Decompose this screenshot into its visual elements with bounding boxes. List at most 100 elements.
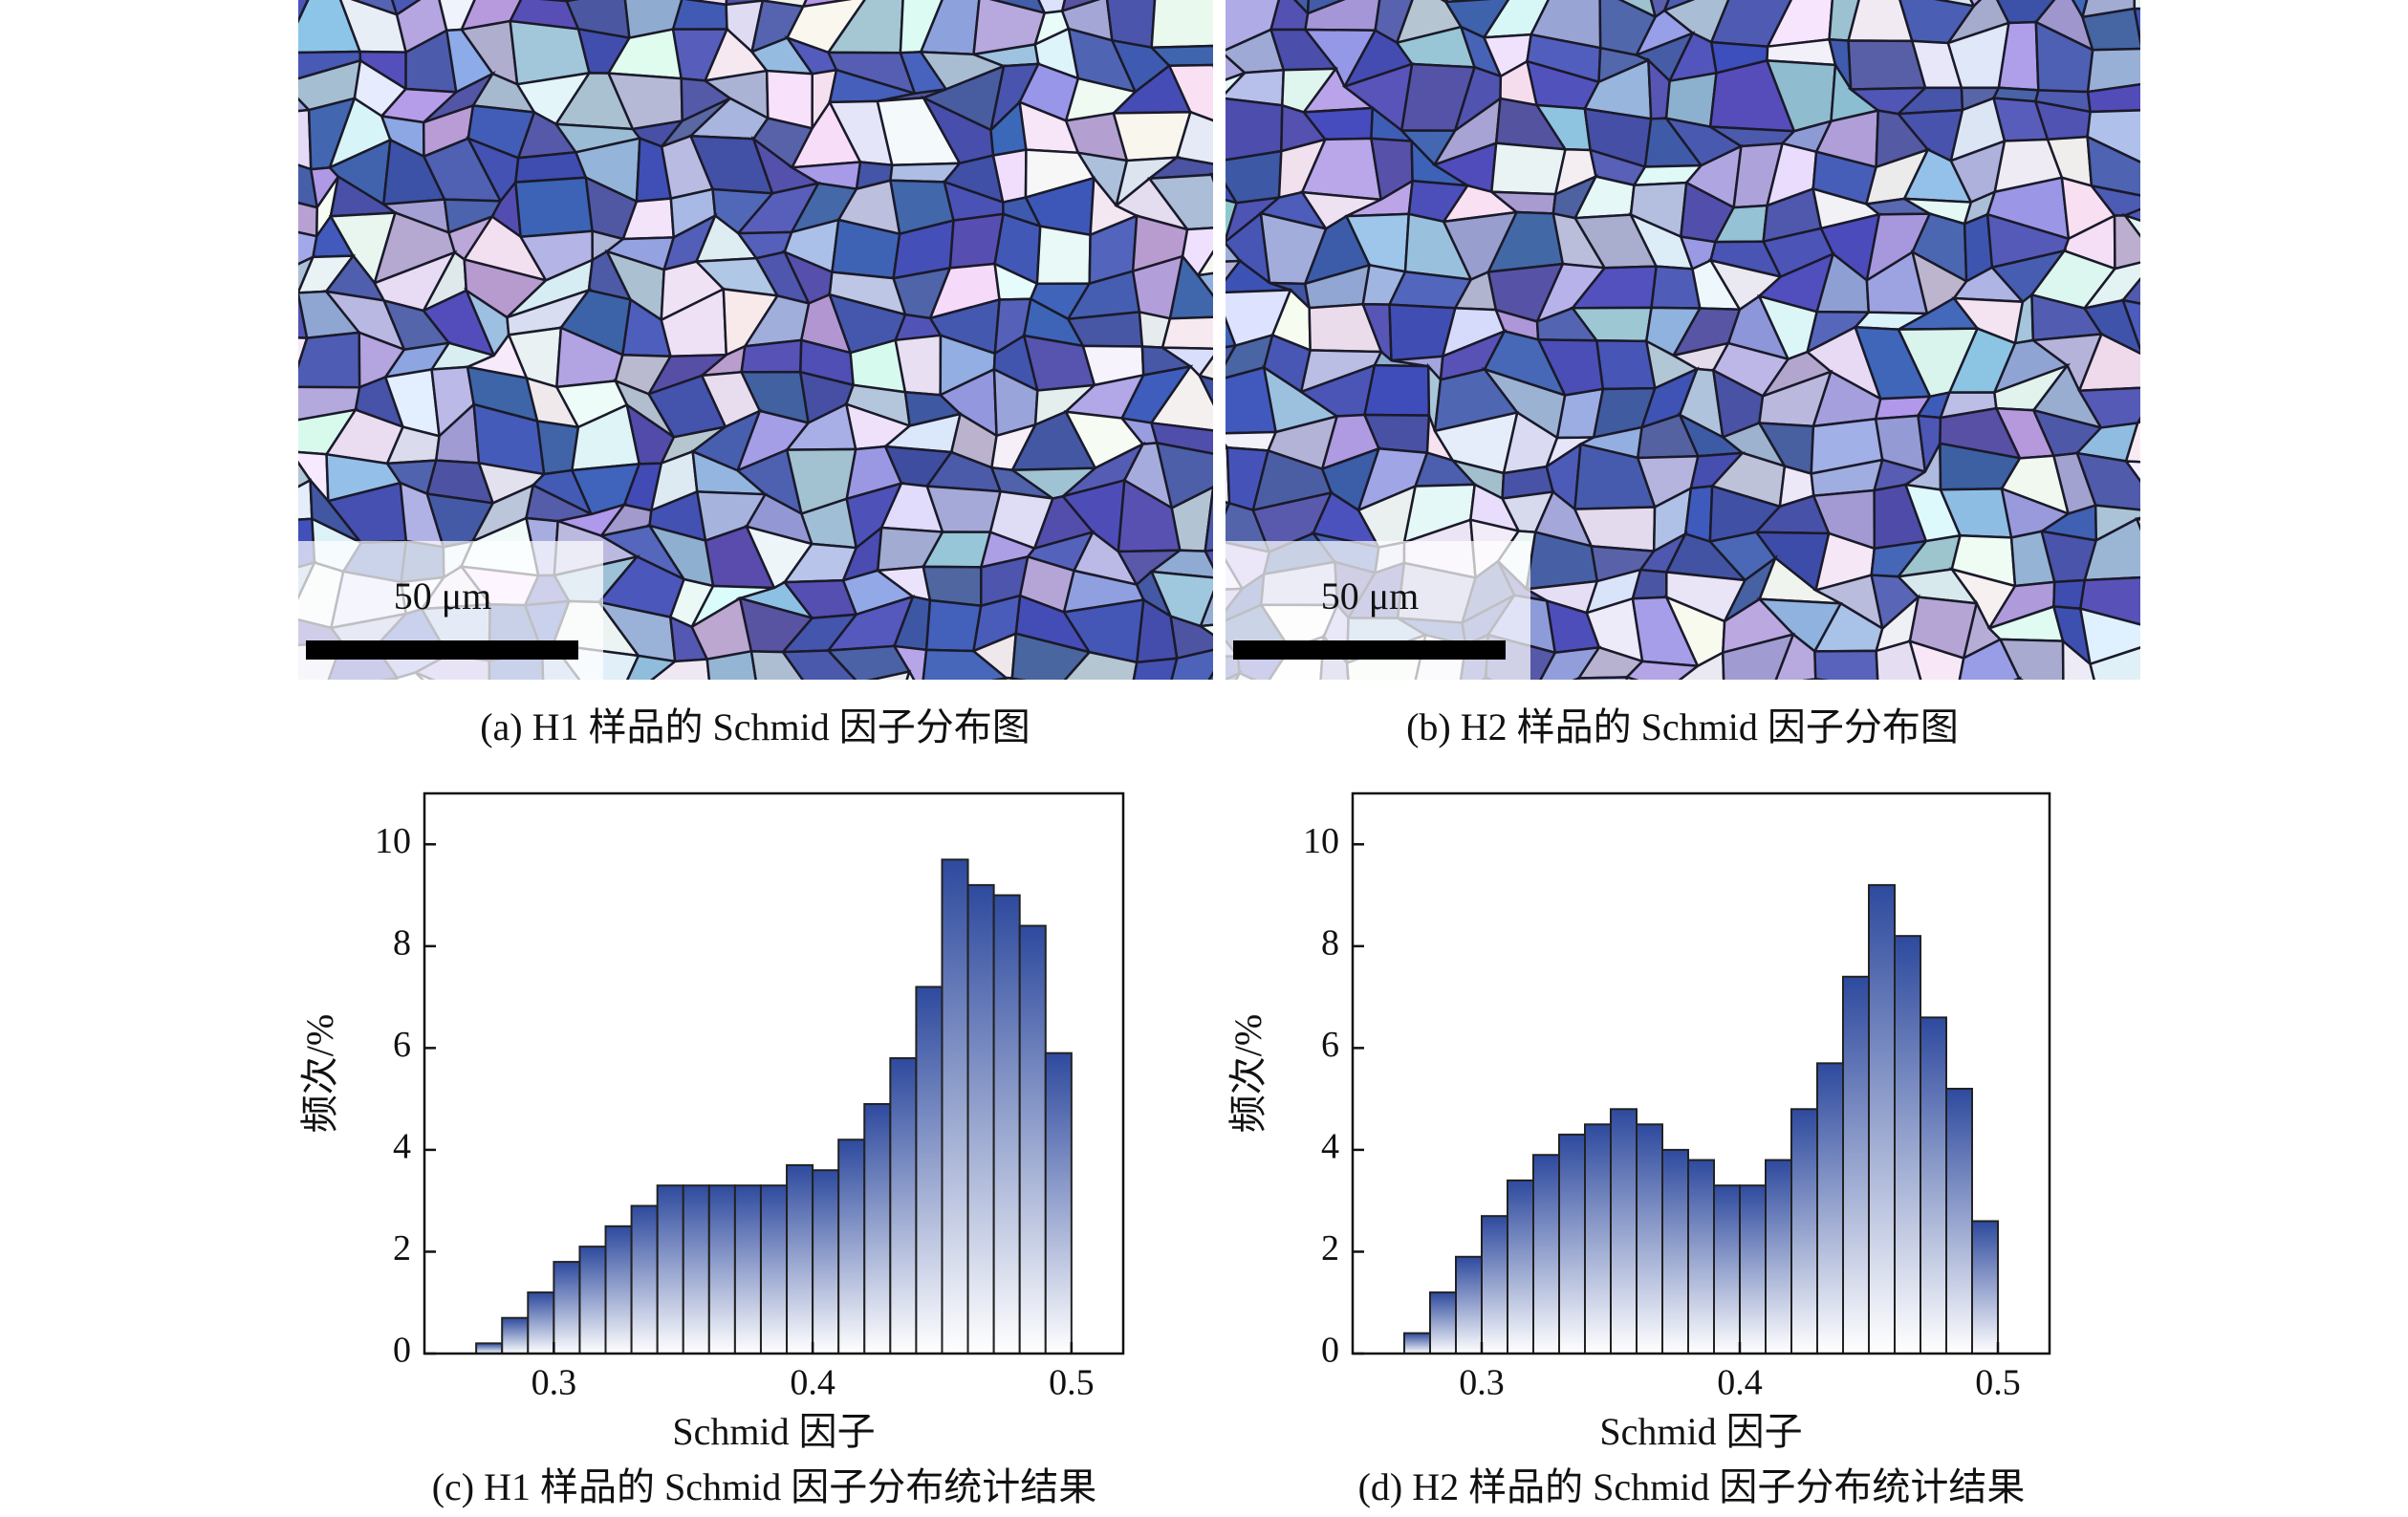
x-axis-label: Schmid 因子	[672, 1410, 875, 1453]
scale-bar-label: 50 μm	[1321, 574, 1420, 618]
grain	[924, 598, 983, 653]
grain	[2135, 517, 2140, 531]
bar	[889, 1057, 918, 1354]
grain	[1577, 676, 1629, 680]
bar	[1481, 1215, 1508, 1355]
grain	[2155, 689, 2197, 726]
grain	[1875, 639, 1922, 680]
grain	[866, 669, 912, 680]
y-tick-label: 6	[393, 1025, 411, 1065]
grain	[991, 676, 1009, 680]
grain	[236, 41, 283, 91]
grain	[1149, 364, 1213, 432]
grain	[1226, 670, 1243, 680]
grain	[1998, 638, 2065, 680]
grain	[1149, 421, 1213, 455]
grain	[2017, 677, 2024, 680]
grain	[1168, 253, 1213, 320]
grain	[281, 675, 336, 732]
bar	[604, 1224, 633, 1355]
grain	[780, 649, 857, 680]
bar	[1945, 1087, 1973, 1354]
y-axis-label: 频次/%	[298, 1014, 341, 1133]
grain	[2041, 695, 2098, 729]
grain	[2120, 298, 2140, 353]
bar	[786, 1163, 814, 1354]
grain	[1197, 686, 1277, 738]
chart-caption: (d) H2 样品的 Schmid 因子分布统计结果	[1358, 1465, 2026, 1508]
grain	[2093, 689, 2156, 727]
grain	[2082, 298, 2140, 356]
bar	[1971, 1220, 1999, 1355]
grain	[1059, 686, 1131, 715]
micrograph	[236, 0, 1277, 738]
grain	[1209, 172, 1213, 183]
grain	[2160, 81, 2208, 110]
grain	[1197, 355, 1213, 381]
bar	[1687, 1159, 1715, 1354]
bar	[707, 1184, 736, 1354]
bar	[1765, 1159, 1792, 1354]
bar	[682, 1184, 710, 1354]
grain	[2089, 646, 2140, 680]
bar	[1842, 975, 1870, 1354]
bar	[1661, 1148, 1689, 1354]
grain	[1203, 549, 1213, 570]
grain	[513, 176, 595, 239]
grain	[2121, 212, 2140, 238]
y-tick-label: 10	[375, 821, 411, 861]
bar	[837, 1138, 866, 1354]
y-tick-label: 0	[1321, 1331, 1339, 1371]
bar	[1403, 1332, 1431, 1355]
y-tick-label: 4	[1321, 1127, 1339, 1167]
grain	[2086, 135, 2140, 197]
grain	[1362, 363, 1431, 417]
x-tick-label: 0.3	[531, 1363, 577, 1403]
grain	[2061, 638, 2095, 680]
bar	[1429, 1291, 1457, 1355]
grain	[1197, 374, 1213, 406]
scale-bar-label: 50 μm	[394, 574, 492, 618]
bar	[759, 1184, 789, 1354]
grain	[2077, 332, 2140, 393]
grain	[380, 676, 400, 680]
grain	[740, 338, 803, 374]
grain	[1266, 685, 1322, 722]
grain	[1195, 249, 1213, 277]
bar	[1507, 1179, 1534, 1354]
image-caption: (a) H1 样品的 Schmid 因子分布图	[480, 705, 1030, 748]
bar	[475, 1342, 504, 1355]
grain	[1908, 639, 1965, 680]
grain	[1195, 271, 1213, 298]
plot-frame	[423, 791, 1125, 1355]
grain	[1207, 670, 1213, 680]
grain	[1813, 678, 1830, 680]
bar	[1455, 1255, 1483, 1355]
grain	[1010, 632, 1092, 680]
grain	[1319, 697, 1379, 722]
grain	[2142, 340, 2207, 386]
grain	[257, 422, 291, 456]
grain	[2086, 83, 2140, 114]
grain	[1132, 657, 1179, 680]
bar	[1018, 924, 1047, 1354]
x-axis-label: Schmid 因子	[1599, 1410, 1802, 1453]
grain	[1625, 675, 1639, 680]
bar	[1713, 1184, 1741, 1354]
y-tick-label: 8	[1321, 923, 1339, 964]
micrograph	[1226, 0, 2208, 729]
grain	[2137, 516, 2140, 521]
chart-caption: (c) H1 样品的 Schmid 因子分布统计结果	[432, 1465, 1097, 1508]
grain	[1147, 173, 1213, 231]
scale-bar	[1233, 640, 1506, 660]
grain	[1197, 623, 1213, 637]
grain	[2139, 648, 2140, 649]
grain	[1722, 632, 1796, 680]
grain	[1155, 441, 1213, 510]
bar	[578, 1246, 607, 1355]
grain	[2074, 451, 2140, 511]
bar	[1636, 1123, 1663, 1354]
grain	[749, 650, 805, 680]
y-tick-label: 2	[1321, 1228, 1339, 1268]
grain	[1678, 650, 1725, 680]
